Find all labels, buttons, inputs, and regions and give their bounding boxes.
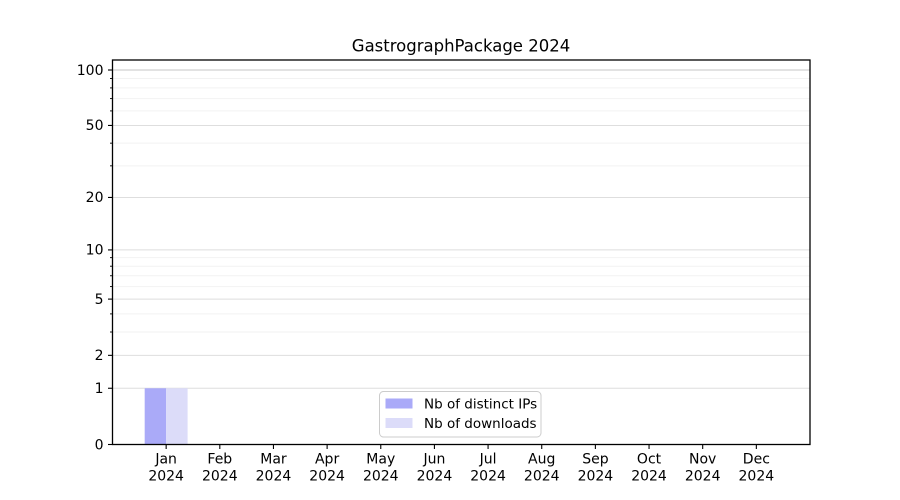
x-tick-label: Jan 2024 xyxy=(148,452,184,485)
legend: Nb of distinct IPs Nb of downloads xyxy=(379,391,542,438)
y-tick-label: 50 xyxy=(86,118,104,134)
x-tick-label: Feb 2024 xyxy=(202,452,238,485)
y-axis: 0 1 2 5 10 20 50 100 xyxy=(77,63,113,453)
x-tick-label: May 2024 xyxy=(363,452,399,485)
y-tick-label: 2 xyxy=(95,348,104,364)
x-tick-label: Aug 2024 xyxy=(524,452,560,485)
x-tick-label: Apr 2024 xyxy=(309,452,345,485)
bars xyxy=(144,388,188,445)
x-tick-label: Jun 2024 xyxy=(417,452,453,485)
y-tick-label: 100 xyxy=(77,63,104,79)
y-tick-label: 20 xyxy=(86,190,104,206)
legend-label-downloads: Nb of downloads xyxy=(424,416,537,432)
y-tick-label: 0 xyxy=(95,437,104,453)
x-tick-label: Oct 2024 xyxy=(631,452,667,485)
gridlines-minor xyxy=(112,77,810,333)
legend-swatch-downloads xyxy=(385,418,413,428)
legend-swatch-distinct-ips xyxy=(385,398,413,409)
plot-border xyxy=(111,59,811,446)
legend-frame xyxy=(379,391,542,438)
x-tick-label: Nov 2024 xyxy=(685,452,721,485)
y-tick-label: 5 xyxy=(95,292,104,308)
x-tick-label: Jul 2024 xyxy=(470,452,506,485)
y-tick-label: 1 xyxy=(95,381,104,397)
bar-downloads xyxy=(166,388,188,445)
legend-label-distinct-ips: Nb of distinct IPs xyxy=(424,397,537,413)
x-tick-label: Mar 2024 xyxy=(256,452,292,485)
y-tick-label: 10 xyxy=(86,243,104,259)
chart-title: GastrographPackage 2024 xyxy=(352,37,570,56)
x-tick-label: Sep 2024 xyxy=(578,452,614,485)
x-tick-label: Dec 2024 xyxy=(739,452,775,485)
x-axis: Jan 2024 Feb 2024 Mar 2024 Apr 2024 May 2024 Jun 20… xyxy=(148,444,775,485)
bar-distinct-ips xyxy=(144,388,167,445)
gridlines-major xyxy=(112,69,810,389)
